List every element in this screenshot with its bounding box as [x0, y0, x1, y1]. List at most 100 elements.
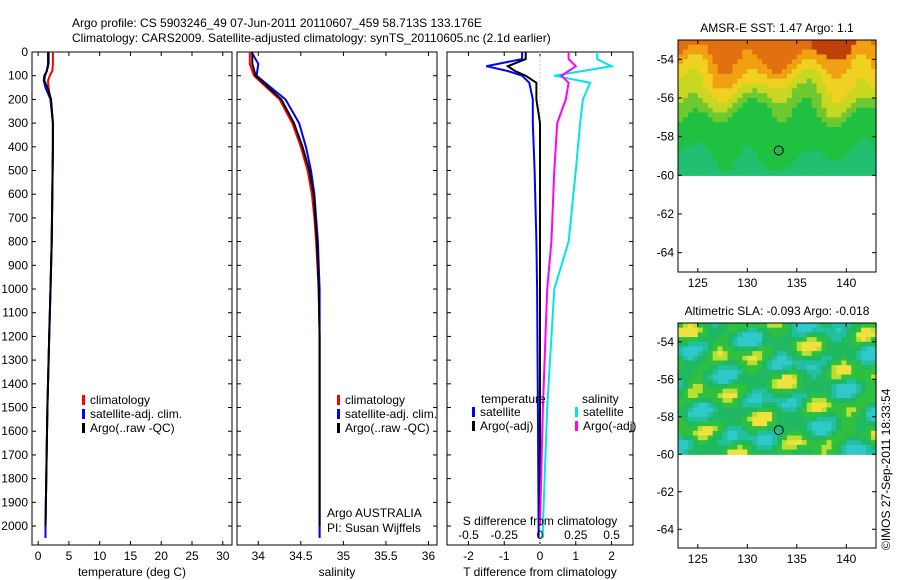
map-cell — [678, 341, 684, 348]
map-cell — [682, 430, 689, 437]
map-cell — [826, 369, 833, 376]
map-cell — [737, 127, 743, 133]
map-cell — [692, 117, 699, 123]
legend-swatch — [575, 421, 578, 431]
map-cell — [747, 98, 753, 104]
map-cell — [806, 346, 813, 352]
y-tick-label: -60 — [657, 447, 675, 461]
map-cell — [831, 127, 837, 133]
map-cell — [692, 379, 699, 385]
map-cell — [722, 49, 729, 56]
map-cell — [851, 435, 857, 441]
map-cell — [747, 59, 753, 65]
map-cell — [772, 78, 778, 85]
map-cell — [816, 383, 823, 390]
map-cell — [856, 444, 862, 451]
map-cell — [692, 416, 699, 423]
map-cell — [796, 327, 803, 333]
map-cell — [727, 117, 734, 123]
map-cell — [752, 64, 758, 70]
y-tick-label: 900 — [8, 258, 28, 272]
map-cell — [757, 136, 763, 143]
map-cell — [851, 131, 857, 138]
map-cell — [722, 407, 729, 413]
map-cell — [836, 146, 842, 152]
map-cell — [702, 117, 709, 123]
map-cell — [806, 122, 813, 128]
map-cell — [737, 323, 743, 329]
map-cell — [777, 327, 783, 333]
y-tick-label: 600 — [8, 187, 28, 201]
map-cell — [851, 337, 857, 343]
map-cell — [801, 369, 808, 376]
map-cell — [836, 416, 842, 423]
map-cell — [801, 374, 808, 380]
map-cell — [831, 136, 837, 143]
map-cell — [737, 337, 743, 343]
map-cell — [697, 170, 704, 176]
map-cell — [786, 88, 793, 94]
map-cell — [682, 44, 689, 51]
map-cell — [717, 430, 724, 437]
map-cell — [826, 93, 833, 99]
x-tick-label: 10 — [93, 549, 107, 563]
map-cell — [777, 351, 783, 357]
map-cell — [856, 407, 862, 413]
map-cell — [801, 337, 808, 343]
map-cell — [697, 393, 704, 399]
map-cell — [772, 327, 778, 333]
map-cell — [841, 416, 847, 423]
map-cell — [781, 151, 788, 157]
map-cell — [757, 440, 763, 446]
map-cell — [678, 64, 684, 70]
map-cell — [777, 156, 783, 162]
map-cell — [821, 412, 828, 418]
map-cell — [791, 393, 798, 399]
map-cell — [856, 117, 862, 123]
map-cell — [786, 156, 793, 162]
map-cell — [786, 369, 793, 376]
y-tick-label: -54 — [657, 52, 675, 66]
map-cell — [747, 355, 753, 362]
map-cell — [821, 141, 828, 147]
map-cell — [767, 44, 773, 51]
map-cell — [712, 374, 719, 380]
map-cell — [692, 93, 699, 99]
argo-location-marker — [773, 425, 784, 436]
map-cell — [781, 398, 788, 404]
map-cell — [781, 365, 788, 371]
map-cell — [846, 146, 852, 152]
map-cell — [722, 102, 729, 109]
map-cell — [752, 351, 758, 357]
map-title: AMSR-E SST: 1.47 Argo: 1.1 — [700, 21, 854, 35]
map-cell — [712, 165, 719, 172]
map-cell — [801, 388, 808, 394]
map-cell — [826, 73, 833, 80]
map-cell — [692, 44, 699, 51]
map-cell — [678, 102, 684, 109]
map-cell — [777, 365, 783, 371]
map-cell — [806, 440, 813, 446]
map-cell — [856, 426, 862, 432]
map-cell — [712, 346, 719, 352]
map-cell — [811, 412, 818, 418]
map-cell — [871, 146, 877, 152]
map-cell — [811, 98, 818, 104]
map-cell — [871, 88, 877, 94]
map-cell — [791, 83, 798, 89]
map-cell — [816, 337, 823, 343]
map-cell — [811, 449, 818, 455]
map-cell — [846, 122, 852, 128]
map-cell — [791, 332, 798, 338]
map-cell — [742, 49, 748, 56]
map-cell — [851, 49, 857, 56]
map-cell — [737, 412, 743, 418]
map-cell — [687, 136, 694, 143]
map-cell — [821, 112, 828, 118]
map-cell — [866, 98, 872, 104]
map-cell — [707, 151, 714, 157]
map-cell — [796, 122, 803, 128]
map-cell — [861, 127, 867, 133]
y-tick-label: 400 — [8, 140, 28, 154]
map-cell — [687, 393, 694, 399]
